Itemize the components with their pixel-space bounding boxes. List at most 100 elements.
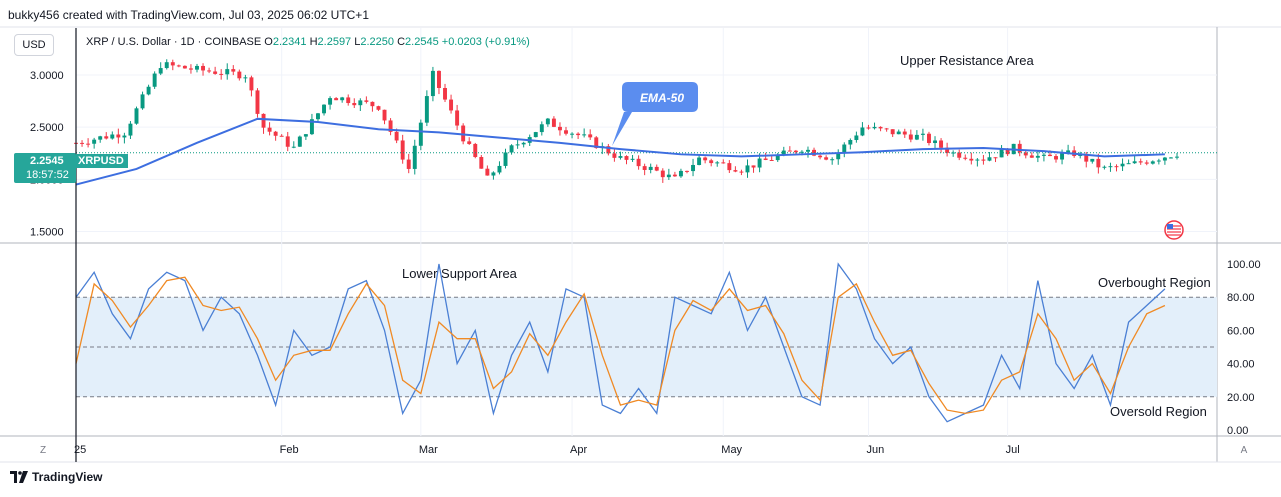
candle[interactable] [267,122,272,136]
candle[interactable] [582,128,587,138]
candle[interactable] [249,75,254,97]
us-flag-icon[interactable] [1164,220,1184,240]
candle[interactable] [896,129,901,135]
candle[interactable] [213,66,218,75]
candle[interactable] [981,155,986,165]
candle[interactable] [430,66,435,102]
candle[interactable] [255,88,260,118]
candle[interactable] [1162,156,1167,165]
candle[interactable] [237,69,242,81]
candle[interactable] [455,104,460,131]
candle[interactable] [733,166,738,173]
candle[interactable] [86,138,91,148]
candle[interactable] [1096,153,1101,174]
candle[interactable] [1114,164,1119,172]
candle[interactable] [382,109,387,125]
candle[interactable] [443,83,447,103]
candle[interactable] [939,138,944,153]
candle[interactable] [866,124,871,130]
candle[interactable] [824,155,829,161]
candle[interactable] [1054,154,1058,163]
tradingview-logo[interactable]: TradingView [10,470,102,484]
candle[interactable] [243,74,248,83]
candle[interactable] [927,131,931,146]
candle[interactable] [116,128,121,144]
candle[interactable] [624,155,629,165]
candle[interactable] [890,129,895,138]
candle[interactable] [914,130,919,141]
candle[interactable] [872,122,877,130]
candle[interactable] [551,116,556,128]
candle[interactable] [424,90,429,127]
candle[interactable] [697,154,702,166]
candle[interactable] [164,59,169,70]
candle[interactable] [1150,160,1155,165]
candle[interactable] [370,101,375,112]
candle[interactable] [636,155,641,170]
candle[interactable] [497,161,502,175]
candle[interactable] [672,171,677,177]
candle[interactable] [219,69,224,80]
candle[interactable] [1072,146,1077,158]
candle[interactable] [279,134,284,137]
candle[interactable] [842,142,847,158]
candle[interactable] [225,63,230,80]
candle[interactable] [104,132,109,140]
candle[interactable] [933,136,937,149]
currency-button[interactable]: USD [14,34,54,56]
candle[interactable] [630,154,635,162]
candle[interactable] [908,129,913,143]
candle[interactable] [1108,162,1113,172]
candle[interactable] [769,156,774,161]
candle[interactable] [1029,152,1034,158]
candle[interactable] [467,137,472,145]
candle[interactable] [709,158,714,167]
candle[interactable] [576,132,581,139]
candle[interactable] [545,117,550,127]
candle[interactable] [188,64,193,74]
candle[interactable] [376,105,381,111]
candle[interactable] [261,113,266,134]
candle[interactable] [715,161,720,167]
candle[interactable] [739,169,744,176]
candle[interactable] [993,157,998,163]
candle[interactable] [182,65,187,69]
candle[interactable] [195,63,199,73]
candle[interactable] [920,128,925,141]
candle[interactable] [951,150,956,157]
candle[interactable] [830,157,835,165]
candle[interactable] [1017,140,1022,157]
candle[interactable] [128,121,133,140]
candle[interactable] [273,130,278,141]
candle[interactable] [328,96,333,110]
candle[interactable] [479,155,484,169]
candle[interactable] [207,67,212,74]
candle[interactable] [975,158,980,167]
candle[interactable] [836,149,841,165]
candle[interactable] [745,159,750,178]
candle[interactable] [606,143,611,156]
candle[interactable] [364,96,369,104]
candle[interactable] [1144,160,1149,166]
candle[interactable] [515,138,520,149]
candle[interactable] [1175,152,1179,160]
candle[interactable] [727,160,732,173]
candle[interactable] [1035,151,1040,163]
candle[interactable] [1041,152,1046,162]
candle[interactable] [98,135,103,143]
candle[interactable] [999,145,1004,158]
candle[interactable] [437,70,441,95]
candle[interactable] [352,98,357,109]
auto-scale-button[interactable]: A [1240,444,1248,456]
candle[interactable] [340,96,345,103]
candle[interactable] [533,131,538,138]
candle[interactable] [158,62,163,76]
candle[interactable] [854,131,859,143]
candle[interactable] [503,148,508,169]
candle[interactable] [1090,158,1095,164]
candle[interactable] [146,84,151,96]
candle[interactable] [176,64,181,68]
candle[interactable] [1120,158,1125,172]
candle[interactable] [678,168,683,178]
